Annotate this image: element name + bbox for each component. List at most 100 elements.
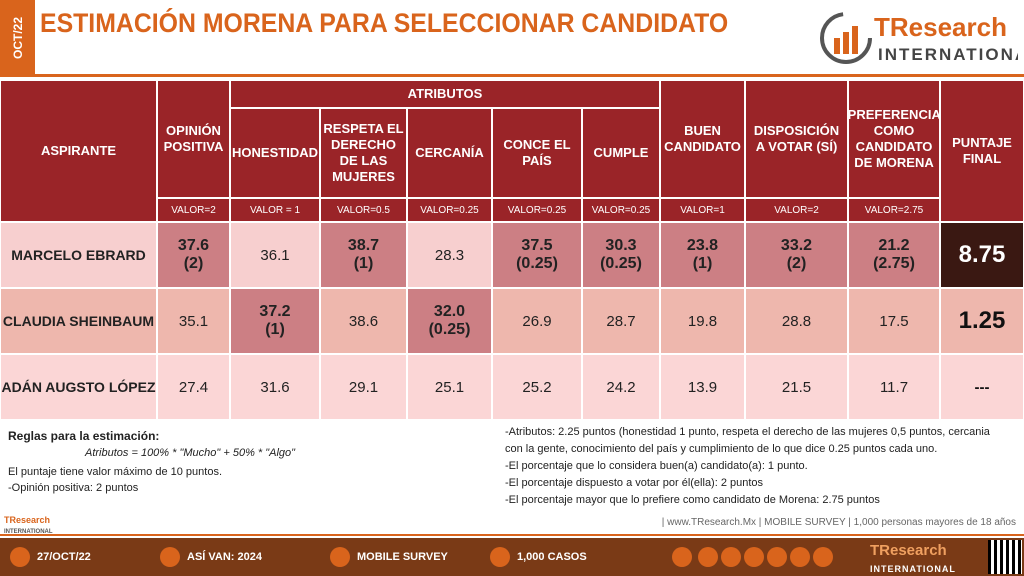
column-header: CUMPLE [582, 108, 660, 198]
column-header: HONESTIDAD [230, 108, 320, 198]
column-header: DISPOSICIÓN A VOTAR (SÍ) [745, 80, 848, 198]
final-score: --- [940, 354, 1024, 420]
cell-points: (2.75) [873, 255, 915, 272]
cell-value: 21.5 [781, 378, 812, 396]
column-weight: VALOR=0.25 [492, 198, 582, 222]
note-line: El puntaje tiene valor máximo de 10 punt… [8, 466, 223, 478]
footer-rule [0, 534, 1024, 536]
footer-logo: TResearch INTERNATIONAL [870, 542, 956, 576]
cell-points: (0.25) [428, 321, 471, 338]
column-weight: VALOR=1 [660, 198, 745, 222]
cell-value: 17.5 [879, 312, 909, 330]
cell-value: 38.6 [348, 312, 379, 330]
cell-value: 38.7 [347, 237, 380, 254]
cell-points: (1) [692, 255, 713, 272]
cell-value: 37.6 [177, 237, 210, 254]
footer-bar: TResearch INTERNATIONAL 27/OCT/22 ASÍ VAN:… [0, 538, 1024, 576]
note-line: -El porcentaje dispuesto a votar por él(… [505, 477, 764, 489]
footer-icon [490, 547, 510, 567]
formula: Atributos = 100% * "Mucho" + 50% * "Algo… [85, 447, 296, 459]
final-score: 8.75 [940, 222, 1024, 288]
note-line: -Atributos: 2.25 puntos (honestidad 1 pu… [505, 426, 990, 438]
column-header: PREFERENCIA COMO CANDIDATO DE MORENA [848, 80, 941, 198]
cell: 17.5 [848, 288, 940, 354]
note-line: con la gente, conocimiento del país y cu… [505, 443, 938, 455]
cell: 35.1 [157, 288, 230, 354]
date-tag: OCT/22 [10, 16, 25, 59]
cell-value: 26.9 [522, 312, 552, 330]
cell: 32.0 (0.25) [407, 288, 492, 354]
cell-value: 28.8 [781, 312, 812, 330]
final-score: 1.25 [940, 288, 1024, 354]
cell-value: 28.7 [606, 312, 636, 330]
cell: 23.8 (1) [660, 222, 745, 288]
footer-icon [330, 547, 350, 567]
footer-item: 1,000 CASOS [517, 551, 587, 563]
cell-value: 24.2 [606, 378, 636, 396]
cell: 28.8 [745, 288, 848, 354]
footer-item: 27/OCT/22 [37, 551, 91, 563]
cell: 37.5 (0.25) [492, 222, 582, 288]
cell-value: 25.2 [522, 378, 552, 396]
column-weight: VALOR=2.75 [848, 198, 940, 222]
cell-value: 25.1 [434, 378, 465, 396]
cell: 29.1 [320, 354, 407, 420]
cell: 25.1 [407, 354, 492, 420]
footer-icon [160, 547, 180, 567]
cell-value: 33.2 [780, 237, 813, 254]
column-header: BUEN CANDIDATO [660, 80, 745, 198]
logo-sub: INTERNATIONAL [878, 45, 1018, 64]
column-weight: VALOR=2 [157, 198, 230, 222]
cell-value: 28.3 [434, 246, 465, 264]
cell-value: 31.6 [260, 378, 290, 396]
cell: 33.2 (2) [745, 222, 848, 288]
cell: 19.8 [660, 288, 745, 354]
title: ESTIMACIÓN MORENA PARA SELECCIONAR CANDI… [40, 8, 729, 38]
note-line: -El porcentaje mayor que lo prefiere com… [505, 494, 880, 506]
cell-value: 27.4 [178, 378, 209, 396]
social-icons [672, 547, 833, 567]
logo: TResearch INTERNATIONAL [820, 12, 1018, 64]
cell-value: 13.9 [687, 378, 718, 396]
cell-value: 32.0 [433, 303, 466, 320]
source: | www.TResearch.Mx | MOBILE SURVEY | 1,0… [661, 517, 1016, 528]
column-weight: VALOR=2 [745, 198, 848, 222]
column-weight: VALOR = 1 [230, 198, 320, 222]
row-name: ADÁN AUGSTO LÓPEZ [0, 354, 157, 420]
cell: 38.7 (1) [320, 222, 407, 288]
date-strip: OCT/22 [0, 0, 35, 75]
column-header: RESPETA EL DERECHO DE LAS MUJERES [320, 108, 407, 198]
cell-points: (1) [265, 321, 285, 338]
column-header: OPINIÓN POSITIVA [157, 80, 230, 198]
cell: 36.1 [230, 222, 320, 288]
note-line: -Opinión positiva: 2 puntos [8, 482, 139, 494]
footer-icon [10, 547, 30, 567]
column-weight: VALOR=0.5 [320, 198, 407, 222]
cell-points: (2) [786, 255, 807, 272]
cell: 11.7 [848, 354, 940, 420]
small-logo: TResearch INTERNATIONAL [4, 515, 53, 535]
header-rule [0, 74, 1024, 77]
small-logo-sub: INTERNATIONAL [4, 529, 53, 535]
column-weight: VALOR=0.25 [582, 198, 660, 222]
cell-value: 36.1 [260, 246, 290, 264]
group-header: ATRIBUTOS [230, 80, 660, 108]
footer-logo-brand: TResearch [870, 542, 947, 559]
cell-value: 37.5 [521, 237, 553, 254]
column-header: PUNTAJE FINAL [940, 80, 1024, 222]
rules-title: Reglas para la estimación: [8, 429, 160, 443]
cell-points: (0.25) [516, 255, 558, 272]
cell-points: (0.25) [600, 255, 642, 272]
footer-item: ASÍ VAN: 2024 [187, 551, 262, 563]
notes-right: -Atributos: 2.25 puntos (honestidad 1 pu… [505, 424, 990, 509]
cell: 25.2 [492, 354, 582, 420]
column-header: CONCE EL PAÍS [492, 108, 582, 198]
logo-brand: TResearch [874, 12, 1007, 42]
cell: 30.3 (0.25) [582, 222, 660, 288]
cell-value: 29.1 [348, 378, 379, 396]
column-header: CERCANÍA [407, 108, 492, 198]
column-weight: VALOR=0.25 [407, 198, 492, 222]
cell: 31.6 [230, 354, 320, 420]
cell: 13.9 [660, 354, 745, 420]
